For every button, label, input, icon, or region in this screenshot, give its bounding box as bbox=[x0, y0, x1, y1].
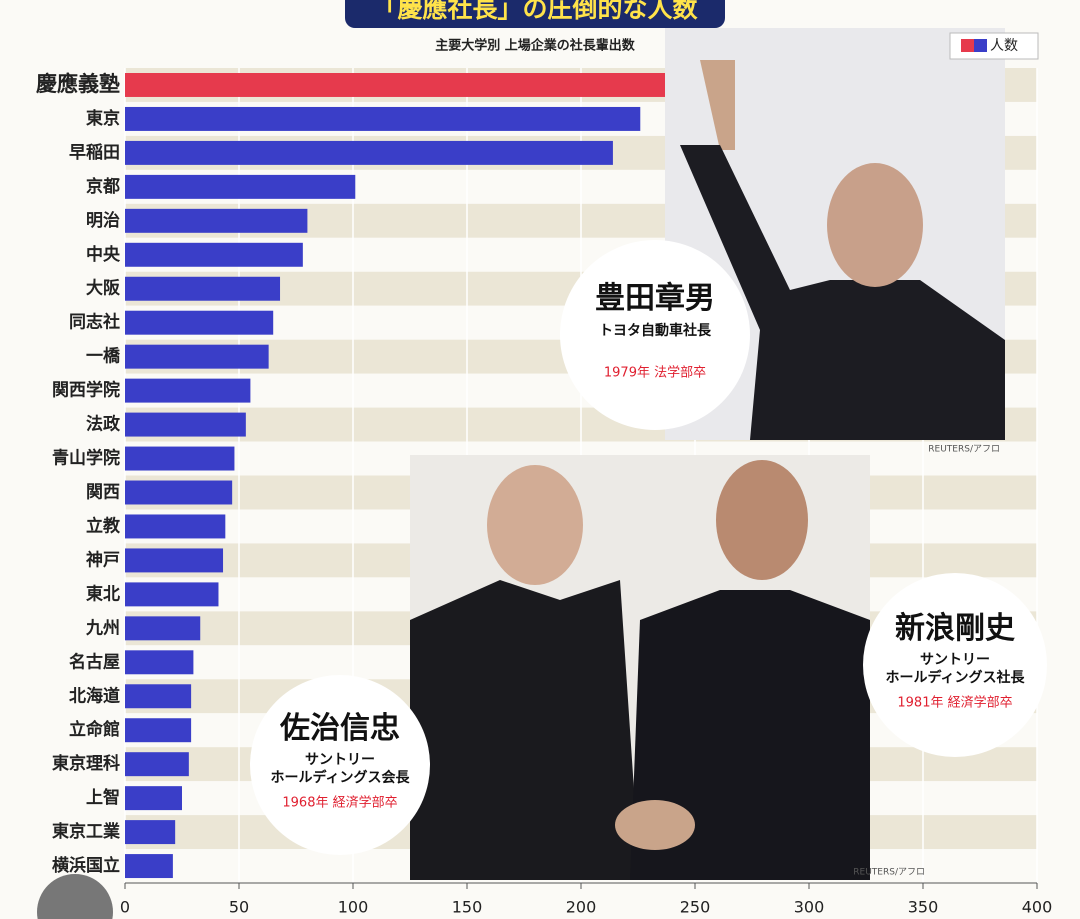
y-tick-label: 名古屋 bbox=[69, 651, 120, 672]
annotation-circle bbox=[250, 675, 430, 855]
chart-title: 「慶應社長」の圧倒的な人数 bbox=[372, 0, 698, 23]
legend-label: 人数 bbox=[990, 38, 1018, 54]
y-tick-label: 立命館 bbox=[69, 719, 120, 740]
annotation-role: トヨタ自動車社長 bbox=[599, 322, 712, 339]
annotation-detail: 1979年 法学部卒 bbox=[604, 365, 706, 381]
bar bbox=[125, 650, 194, 675]
photo-suit bbox=[680, 145, 1005, 440]
y-tick-label: 一橋 bbox=[86, 346, 121, 367]
annotation-detail: 1968年 経済学部卒 bbox=[282, 795, 397, 811]
photo-fist bbox=[700, 60, 735, 150]
bar bbox=[125, 718, 192, 743]
bar bbox=[125, 242, 303, 267]
y-tick-label: 九州 bbox=[85, 618, 120, 638]
annotation-name: 豊田章男 bbox=[595, 281, 715, 316]
x-tick-label: 300 bbox=[794, 898, 825, 917]
x-tick-label: 350 bbox=[908, 898, 939, 917]
y-tick-label: 関西学院 bbox=[52, 380, 120, 401]
y-tick-label: 関西 bbox=[86, 483, 120, 503]
annotation-role: サントリーホールディングス会長 bbox=[270, 752, 410, 786]
legend-swatch bbox=[974, 39, 987, 52]
annotation-circle bbox=[560, 240, 750, 430]
y-tick-label: 青山学院 bbox=[52, 448, 120, 469]
y-tick-label: 東京工業 bbox=[52, 821, 120, 842]
photo-hands bbox=[615, 800, 695, 850]
photo-credit: REUTERS/アフロ bbox=[853, 868, 925, 878]
y-tick-label: 神戸 bbox=[86, 549, 120, 570]
bar bbox=[125, 854, 173, 879]
x-tick-label: 200 bbox=[566, 898, 597, 917]
bar bbox=[125, 820, 176, 845]
y-tick-label: 横浜国立 bbox=[52, 855, 120, 876]
bar bbox=[125, 106, 641, 131]
photo-face bbox=[716, 460, 808, 580]
bar bbox=[125, 514, 226, 539]
ui-button[interactable] bbox=[37, 874, 113, 919]
bar bbox=[125, 310, 274, 335]
x-tick-label: 100 bbox=[338, 898, 369, 917]
photo-credit: REUTERS/アフロ bbox=[928, 445, 1000, 455]
annotation-role: サントリーホールディングス社長 bbox=[885, 652, 1025, 686]
y-tick-label: 早稲田 bbox=[69, 143, 120, 163]
y-tick-label: 同志社 bbox=[69, 312, 120, 333]
y-tick-label: 東京理科 bbox=[52, 753, 120, 774]
bar bbox=[125, 786, 182, 811]
bar bbox=[125, 548, 224, 573]
bar bbox=[125, 174, 356, 199]
x-tick-label: 150 bbox=[452, 898, 483, 917]
legend-swatch bbox=[961, 39, 974, 52]
y-tick-label: 北海道 bbox=[69, 685, 120, 706]
y-tick-label: 立教 bbox=[86, 515, 121, 536]
bar bbox=[125, 616, 201, 641]
annotation-circle bbox=[863, 573, 1047, 757]
y-tick-label: 上智 bbox=[86, 787, 120, 808]
y-tick-label: 東京 bbox=[86, 108, 120, 129]
y-tick-label: 法政 bbox=[86, 414, 121, 435]
chart-subtitle: 主要大学別 上場企業の社長輩出数 bbox=[435, 38, 636, 54]
annotation-detail: 1981年 経済学部卒 bbox=[897, 695, 1012, 711]
bar bbox=[125, 276, 281, 301]
annotation-name: 佐治信忠 bbox=[279, 711, 400, 746]
y-tick-label: 明治 bbox=[86, 210, 120, 231]
x-tick-label: 250 bbox=[680, 898, 711, 917]
x-tick-label: 400 bbox=[1022, 898, 1053, 917]
bar bbox=[125, 446, 235, 471]
bar bbox=[125, 208, 308, 233]
y-tick-label: 大阪 bbox=[86, 278, 120, 299]
bar bbox=[125, 140, 613, 165]
annotation-name: 新浪剛史 bbox=[895, 611, 1015, 646]
bar bbox=[125, 480, 233, 505]
title-box bbox=[345, 0, 725, 28]
photo-face bbox=[827, 163, 923, 287]
photo-face bbox=[487, 465, 583, 585]
y-tick-label: 中央 bbox=[86, 244, 121, 265]
photo-suit bbox=[410, 580, 640, 880]
bar bbox=[125, 752, 189, 777]
y-tick-label: 慶應義塾 bbox=[36, 72, 120, 96]
bar bbox=[125, 412, 246, 437]
bar bbox=[125, 684, 192, 709]
x-tick-label: 0 bbox=[120, 898, 130, 917]
y-tick-label: 東北 bbox=[86, 583, 120, 604]
photo-suit bbox=[630, 590, 870, 880]
x-tick-label: 50 bbox=[229, 898, 249, 917]
bar bbox=[125, 344, 269, 369]
bar bbox=[125, 582, 219, 607]
bar bbox=[125, 378, 251, 403]
y-tick-label: 京都 bbox=[86, 176, 120, 197]
